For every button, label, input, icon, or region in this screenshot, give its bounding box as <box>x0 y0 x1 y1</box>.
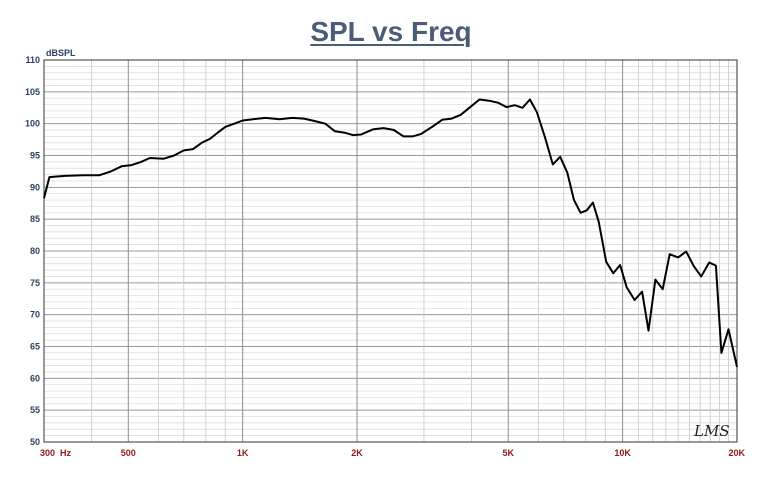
y-tick-label: 110 <box>25 55 40 65</box>
y-tick-label: 50 <box>30 437 40 447</box>
y-tick-labels: 110 105 100 95 90 85 80 75 70 65 60 55 50 <box>25 55 40 447</box>
chart-title: SPL vs Freq <box>310 16 472 47</box>
y-tick-label: 95 <box>30 151 40 161</box>
lms-watermark: LMS <box>693 422 730 440</box>
x-tick-label: 20K <box>728 448 745 458</box>
plot-frame <box>43 59 738 443</box>
y-axis-label: dBSPL <box>46 48 76 58</box>
y-tick-label: 70 <box>30 310 40 320</box>
y-tick-label: 80 <box>30 246 40 256</box>
x-tick-label: 500 <box>121 448 136 458</box>
y-tick-label: 55 <box>30 405 40 415</box>
y-tick-label: 90 <box>30 182 40 192</box>
x-tick-label: 5K <box>502 448 514 458</box>
spl-series-line <box>43 98 738 368</box>
y-tick-label: 85 <box>30 214 40 224</box>
grid <box>43 59 738 443</box>
x-tick-labels: 300 Hz 500 1K 2K 5K 10K 20K <box>40 448 745 458</box>
y-tick-label: 60 <box>30 373 40 383</box>
y-tick-label: 75 <box>30 278 40 288</box>
x-tick-label: 10K <box>614 448 631 458</box>
x-tick-label: 2K <box>351 448 363 458</box>
x-tick-label: 1K <box>237 448 249 458</box>
y-tick-label: 105 <box>25 87 40 97</box>
y-tick-label: 65 <box>30 342 40 352</box>
y-tick-label: 100 <box>25 119 40 129</box>
x-tick-label: 300 Hz <box>40 448 72 458</box>
